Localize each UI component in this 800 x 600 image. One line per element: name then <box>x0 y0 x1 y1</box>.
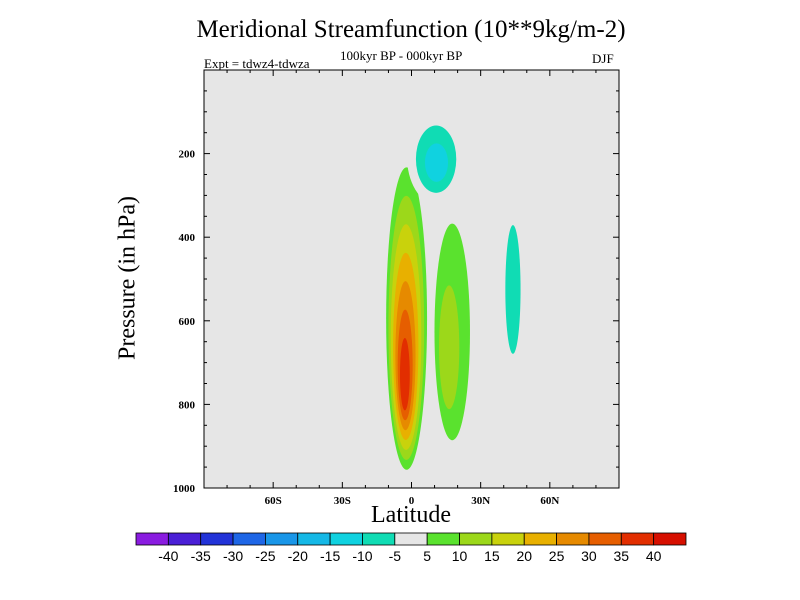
y-tick-label: 600 <box>179 316 196 328</box>
x-axis-label: Latitude <box>371 502 451 528</box>
colorbar-label: -10 <box>352 548 372 564</box>
colorbar-label: 40 <box>646 548 662 564</box>
x-tick-label: 0 <box>409 495 415 507</box>
contour-band <box>424 143 449 182</box>
contour-cell <box>499 182 527 417</box>
colorbar-swatch <box>426 532 460 546</box>
colorbar-swatch <box>588 532 622 546</box>
contour-cell <box>482 149 490 200</box>
colorbar-swatch <box>329 532 363 546</box>
chart-subtitle-period: 100kyr BP - 000kyr BP <box>340 48 463 63</box>
y-tick-label: 1000 <box>173 483 196 495</box>
y-tick-label: 200 <box>179 149 196 161</box>
colorbar-swatch <box>491 532 525 546</box>
x-tick-label: 30S <box>334 495 351 507</box>
colorbar-swatch <box>362 532 396 546</box>
colorbar-swatch <box>459 532 493 546</box>
colorbar-label: 10 <box>452 548 468 564</box>
contour-cell <box>406 107 465 204</box>
contour-cell <box>418 70 426 93</box>
colorbar-swatch <box>556 532 590 546</box>
colorbar-label: 5 <box>423 548 431 564</box>
x-tick-label: 60S <box>265 495 282 507</box>
colorbar-swatch <box>135 532 169 546</box>
colorbar-label: 35 <box>614 548 630 564</box>
contour-layer <box>383 70 527 480</box>
colorbar-label: 25 <box>549 548 565 564</box>
chart-subtitle-season: DJF <box>592 51 614 66</box>
colorbar-label: -40 <box>158 548 178 564</box>
colorbar-swatch <box>265 532 299 546</box>
y-tick-label: 400 <box>179 232 196 244</box>
colorbar-label: -5 <box>389 548 402 564</box>
x-tick-label: 30N <box>471 495 490 507</box>
colorbar-label: -35 <box>191 548 211 564</box>
colorbar-label: 15 <box>484 548 500 564</box>
colorbar-swatch <box>200 532 234 546</box>
chart-title: Meridional Streamfunction (10**9kg/m-2) <box>196 16 626 43</box>
contour-band <box>399 338 410 411</box>
colorbar-swatch <box>620 532 655 546</box>
contour-cell <box>429 161 481 472</box>
colorbar-swatch <box>232 532 266 546</box>
contour-cell <box>471 70 481 133</box>
colorbar-label: 30 <box>581 548 597 564</box>
colorbar-label: 20 <box>516 548 532 564</box>
contour-band <box>439 285 460 410</box>
x-tick-label: 60N <box>540 495 559 507</box>
colorbar-swatch <box>394 532 428 546</box>
chart-subtitle-experiment: Expt = tdwz4-tdwza <box>204 56 310 71</box>
contour-band <box>482 149 490 200</box>
colorbar: -40 -35 -30 -25 -20 -15 -10 -5 5 10 15 20 25 30 35 40 <box>135 532 687 564</box>
colorbar-swatch <box>297 532 331 546</box>
contour-band <box>418 70 426 93</box>
colorbar-label: -30 <box>223 548 243 564</box>
colorbar-swatch <box>653 532 687 546</box>
contour-cell <box>383 138 430 480</box>
colorbar-swatch <box>167 532 202 546</box>
contour-band <box>505 225 521 354</box>
colorbar-swatch <box>523 532 557 546</box>
colorbar-label: -15 <box>320 548 340 564</box>
contour-band <box>471 70 481 133</box>
colorbar-label: -25 <box>255 548 275 564</box>
colorbar-label: -20 <box>288 548 308 564</box>
y-tick-label: 800 <box>179 399 196 411</box>
axis-ticks: 60S 30S 0 30N 60N 200 400 600 800 1000 <box>173 70 619 507</box>
